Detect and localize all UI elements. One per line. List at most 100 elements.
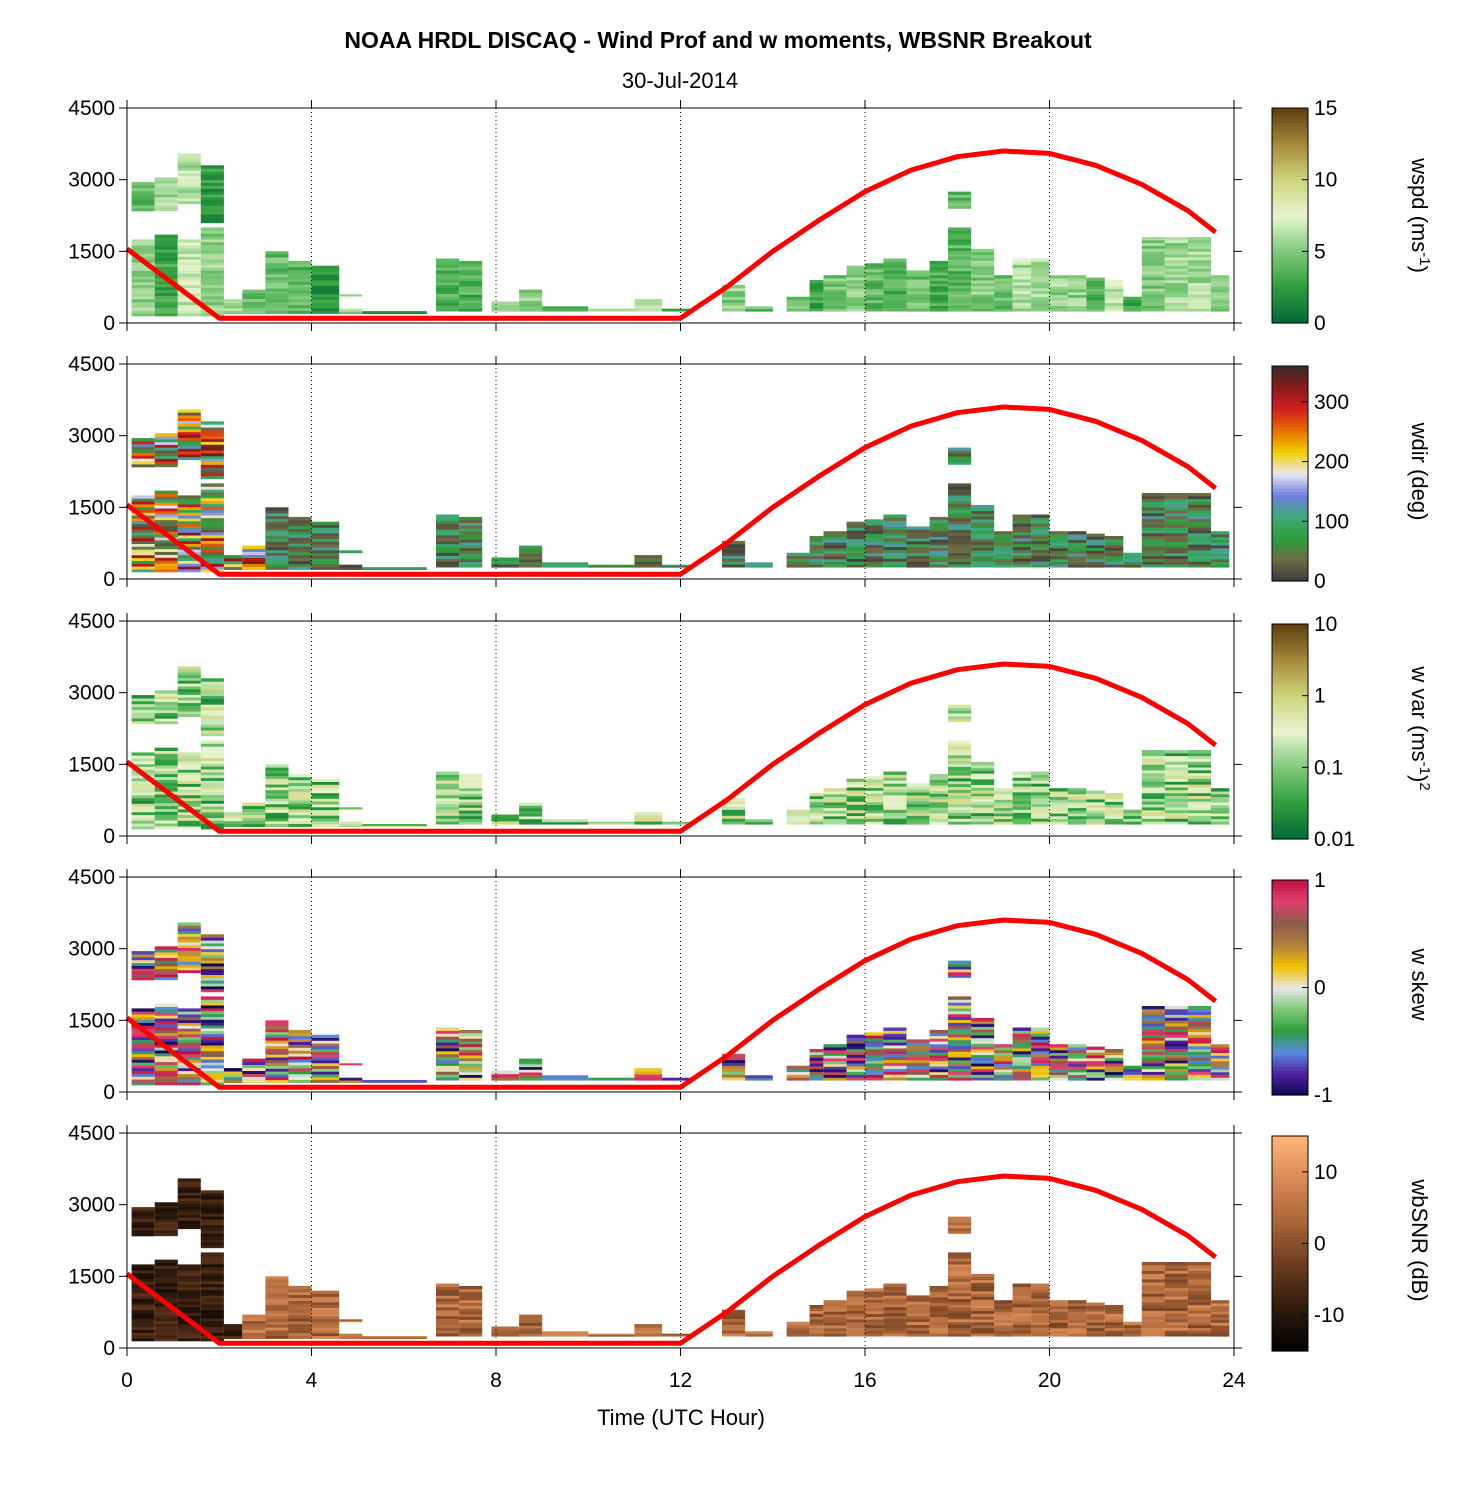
heatmap-cell (519, 1333, 543, 1337)
heatmap-cell (1104, 536, 1124, 540)
heatmap-cell (459, 263, 483, 267)
colorbar-cell (1272, 706, 1308, 711)
heatmap-cell (1086, 299, 1105, 304)
heatmap-cell (200, 963, 224, 967)
heatmap-cell (846, 552, 865, 557)
heatmap-cell (265, 541, 289, 545)
heatmap-cell (634, 558, 663, 562)
heatmap-cell (1210, 308, 1230, 312)
heatmap-cell (865, 280, 884, 284)
heatmap-cell (1031, 1327, 1050, 1331)
heatmap-cell (131, 1304, 155, 1308)
heatmap-cell (1086, 1327, 1105, 1331)
heatmap-cell (200, 1236, 224, 1240)
heatmap-cell (929, 1330, 949, 1334)
heatmap-cell (265, 552, 289, 556)
heatmap-cell (971, 804, 995, 808)
y-tick-label: 4500 (68, 610, 115, 633)
heatmap-cell (662, 1333, 690, 1336)
heatmap-cell (200, 216, 224, 221)
heatmap-cell (1104, 552, 1124, 557)
heatmap-cell (948, 256, 972, 260)
heatmap-cell (1104, 1049, 1124, 1053)
heatmap-cell (265, 801, 289, 805)
heatmap-cell (1086, 1071, 1105, 1075)
heatmap-cell (265, 1023, 289, 1027)
heatmap-cell (177, 772, 201, 776)
y-tick-label: 4500 (68, 866, 115, 889)
heatmap-cell (865, 266, 884, 270)
heatmap-cell (865, 1063, 884, 1067)
heatmap-cell (1012, 774, 1032, 778)
heatmap-cell (288, 797, 312, 801)
heatmap-cell (200, 1044, 224, 1049)
heatmap-cell (154, 433, 178, 437)
heatmap-cell (948, 262, 972, 266)
heatmap-cell (288, 551, 312, 556)
colorbar-cell (1272, 1016, 1308, 1021)
heatmap-cell (1187, 761, 1211, 765)
heatmap-cell (200, 236, 224, 240)
heatmap-cell (1187, 262, 1211, 266)
heatmap-cell (177, 669, 201, 673)
heatmap-cell (1049, 278, 1068, 282)
heatmap-cell (1086, 550, 1105, 554)
heatmap-cell (1086, 812, 1105, 817)
heatmap-cell (542, 819, 589, 823)
heatmap-cell (131, 1267, 155, 1271)
heatmap-cell (1012, 529, 1032, 533)
heatmap-cell (883, 564, 907, 568)
heatmap-cell (154, 1006, 178, 1010)
colorbar-cell (1272, 656, 1308, 661)
heatmap-cell (1210, 280, 1230, 284)
heatmap-cell (311, 310, 340, 314)
heatmap-cell (177, 287, 201, 291)
heatmap-cell (823, 1311, 847, 1315)
heatmap-cell (131, 1073, 155, 1077)
heatmap-cell (809, 282, 824, 287)
heatmap-cell (722, 806, 746, 810)
heatmap-cell (809, 1051, 824, 1056)
heatmap-cell (177, 1016, 201, 1021)
heatmap-cell (131, 543, 155, 547)
heatmap-cell (200, 937, 224, 941)
heatmap-cell (1031, 815, 1050, 819)
heatmap-cell (339, 807, 363, 809)
heatmap-cell (971, 1074, 995, 1078)
heatmap-cell (1049, 788, 1068, 792)
heatmap-cell (948, 1057, 972, 1061)
heatmap-cell (971, 773, 995, 777)
heatmap-cell (883, 1074, 907, 1078)
heatmap-cell (131, 786, 155, 790)
heatmap-cell (823, 542, 847, 546)
heatmap-cell (131, 276, 155, 280)
heatmap-cell (177, 783, 201, 787)
heatmap-cell (200, 526, 224, 530)
heatmap-cell (994, 802, 1013, 806)
heatmap-cell (177, 826, 201, 830)
heatmap-cell (994, 300, 1013, 304)
heatmap-cell (1067, 813, 1087, 817)
heatmap-cell (288, 785, 312, 789)
heatmap-cell (131, 718, 155, 722)
heatmap-cell (865, 787, 884, 791)
heatmap-cell (459, 274, 483, 279)
heatmap-cell (154, 718, 178, 722)
heatmap-cell (883, 308, 907, 312)
heatmap-cell (1067, 545, 1087, 549)
colorbar-cell (1272, 894, 1308, 899)
colorbar-cell (1272, 272, 1308, 278)
heatmap-cell (1141, 242, 1165, 246)
heatmap-cell (971, 254, 995, 258)
heatmap-cell (1141, 535, 1165, 539)
heatmap-cell (1012, 296, 1032, 300)
heatmap-cell (265, 251, 289, 255)
heatmap-cell (1031, 267, 1050, 271)
heatmap-cell (1104, 555, 1124, 560)
colorbar-cell (1272, 796, 1308, 801)
heatmap-cell (288, 1306, 312, 1310)
heatmap-cell (459, 1288, 483, 1292)
heatmap-cell (265, 288, 289, 292)
heatmap-cell (823, 553, 847, 557)
heatmap-cell (906, 1059, 930, 1064)
